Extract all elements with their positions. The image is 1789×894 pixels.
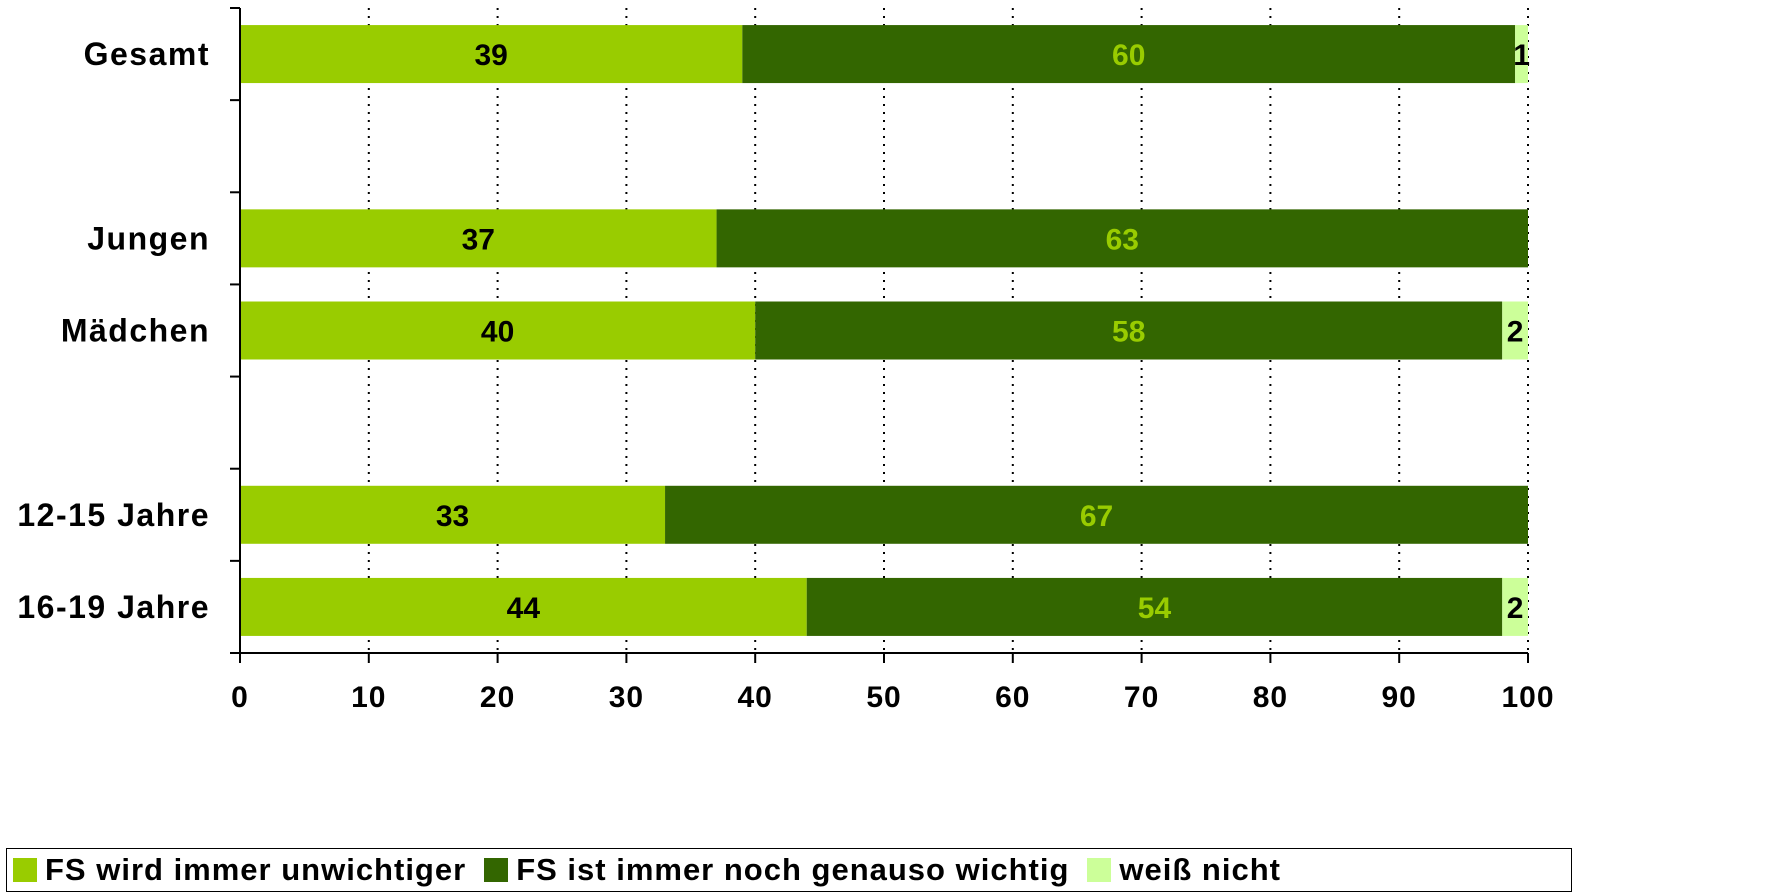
legend-label-wichtig: FS ist immer noch genauso wichtig (516, 852, 1070, 887)
bar-4-series-1 (806, 577, 1503, 636)
legend-label-weiss-nicht: weiß nicht (1119, 852, 1281, 887)
bar-2-series-2 (1502, 301, 1528, 360)
bar-1-series-1 (716, 209, 1528, 268)
legend-item-weiss-nicht: weiß nicht (1087, 852, 1281, 888)
x-tick-label-60: 60 (995, 681, 1030, 714)
category-label-2: Mädchen (61, 313, 210, 349)
data-label-0-1: 60 (1112, 39, 1145, 72)
legend-swatch-weiss-nicht (1087, 858, 1112, 882)
data-label-2-2: 2 (1507, 316, 1524, 349)
bar-1-series-0 (240, 209, 717, 268)
legend-item-unwichtiger: FS wird immer unwichtiger (13, 852, 466, 888)
bars (240, 25, 1528, 636)
legend-swatch-wichtig (484, 858, 509, 882)
data-label-3-1: 67 (1080, 500, 1113, 533)
grid-lines (367, 8, 1529, 653)
bar-0-series-0 (240, 25, 743, 84)
x-tick-label-30: 30 (609, 681, 644, 714)
legend-item-wichtig: FS ist immer noch genauso wichtig (484, 852, 1069, 888)
category-label-0: Gesamt (84, 36, 210, 72)
data-label-1-1: 63 (1106, 223, 1139, 256)
x-tick-label-10: 10 (351, 681, 386, 714)
x-tick-label-90: 90 (1382, 681, 1417, 714)
x-tick-label-0: 0 (231, 681, 249, 714)
data-label-3-0: 33 (436, 500, 469, 533)
data-label-1-0: 37 (462, 223, 495, 256)
x-tick-label-50: 50 (866, 681, 901, 714)
data-label-4-1: 54 (1138, 592, 1172, 625)
bar-3-series-1 (665, 485, 1528, 544)
data-label-2-1: 58 (1112, 316, 1145, 349)
category-label-1: Jungen (87, 220, 210, 256)
x-tick-label-40: 40 (738, 681, 773, 714)
bar-3-series-0 (240, 485, 666, 544)
data-label-0-2: 1 (1513, 39, 1530, 72)
labels: 39 60 1 Gesamt 37 63 Jungen 40 58 2 Mädchen 33 67 12-… (17, 36, 1554, 714)
bar-0-series-2 (1515, 25, 1528, 84)
bar-2-series-0 (240, 301, 756, 360)
x-tick-label-70: 70 (1124, 681, 1159, 714)
x-tick-label-80: 80 (1253, 681, 1288, 714)
legend-label-unwichtiger: FS wird immer unwichtiger (45, 852, 467, 887)
bar-0-series-1 (742, 25, 1516, 84)
axes (230, 7, 1529, 663)
legend: FS wird immer unwichtiger FS ist immer n… (6, 848, 1572, 892)
x-tick-label-100: 100 (1501, 681, 1554, 714)
category-label-4: 16-19 Jahre (17, 589, 210, 625)
bar-4-series-0 (240, 577, 807, 636)
legend-swatch-unwichtiger (13, 858, 37, 882)
x-tick-label-20: 20 (480, 681, 515, 714)
data-label-2-0: 40 (481, 316, 514, 349)
category-label-3: 12-15 Jahre (17, 497, 210, 533)
data-label-0-0: 39 (474, 39, 507, 72)
data-label-4-2: 2 (1507, 592, 1524, 625)
bar-2-series-1 (755, 301, 1503, 360)
data-label-4-0: 44 (507, 592, 541, 625)
bar-4-series-2 (1502, 577, 1528, 636)
